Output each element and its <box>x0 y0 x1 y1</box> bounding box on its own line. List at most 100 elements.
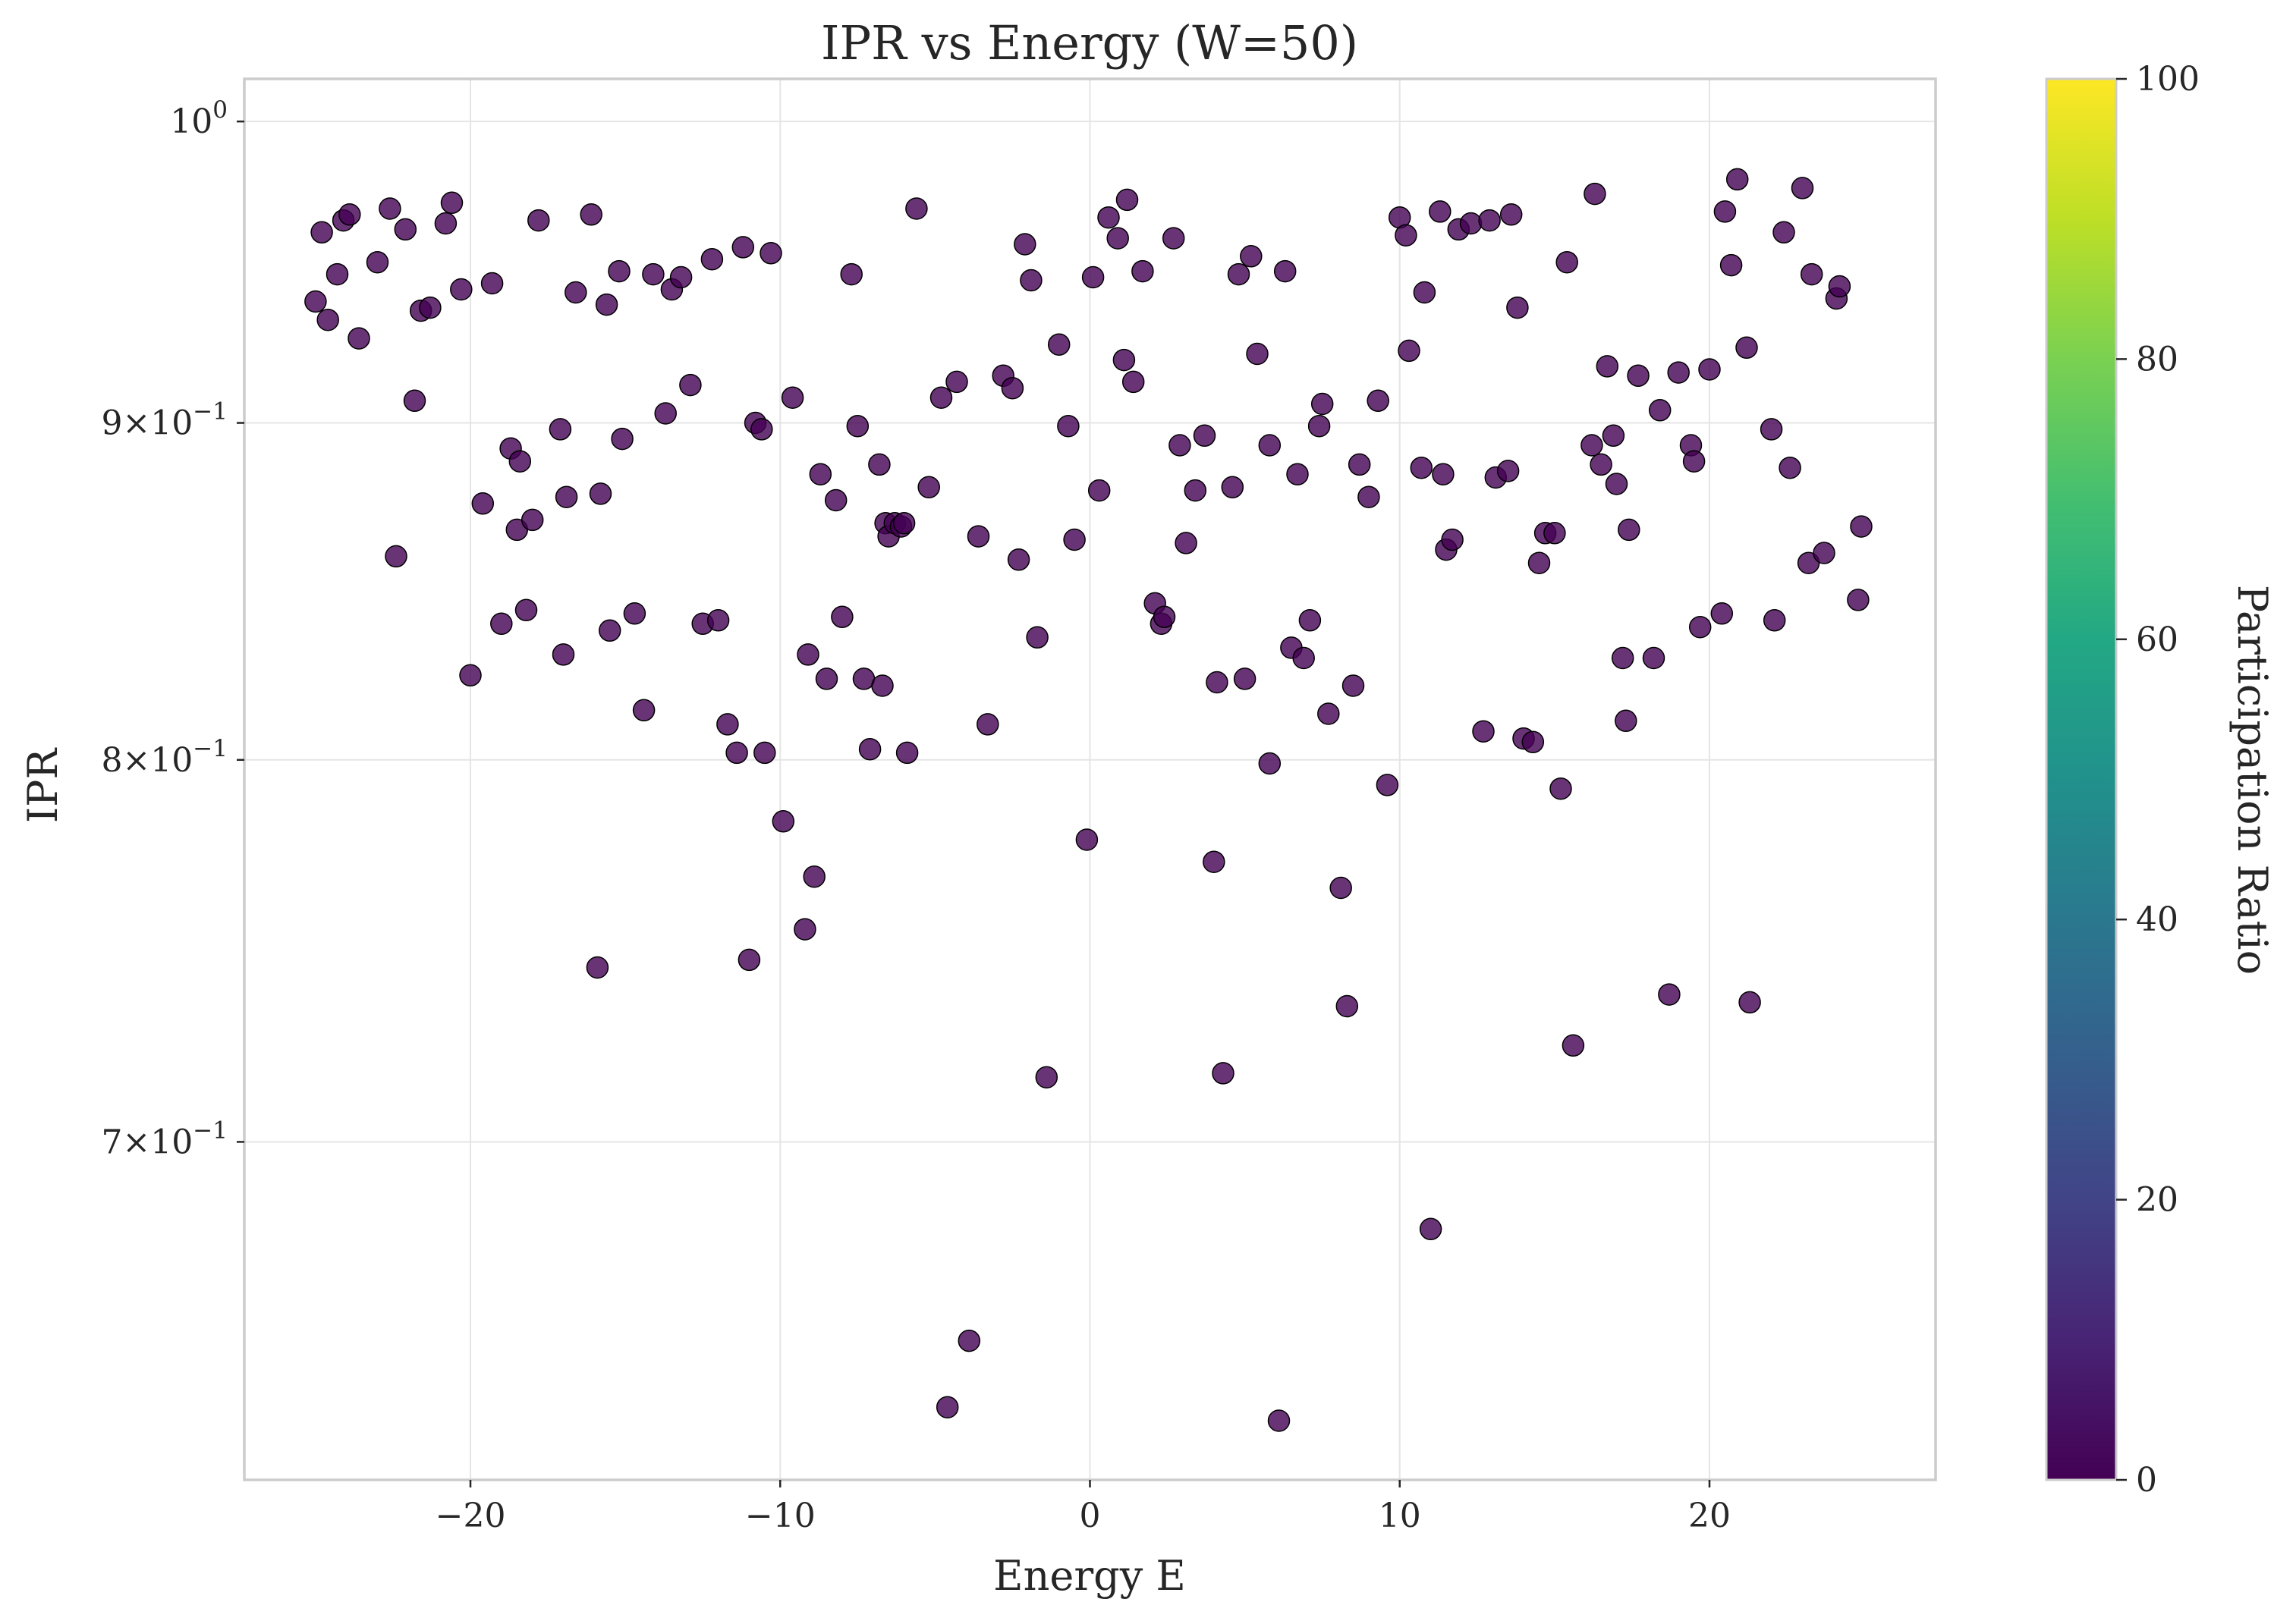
colorbar-tick-label: 40 <box>2136 900 2178 939</box>
scatter-point <box>1112 348 1136 372</box>
scatter-point <box>1698 358 1721 381</box>
scatter-point <box>379 197 401 220</box>
chart-title: IPR vs Energy (W=50) <box>821 15 1358 71</box>
scatter-point <box>654 402 677 425</box>
scatter-point <box>1329 876 1352 900</box>
scatter-point <box>1307 414 1331 438</box>
y-axis-label: IPR <box>19 747 67 823</box>
scatter-point <box>1357 485 1380 508</box>
scatter-point <box>316 308 339 331</box>
scatter-point <box>1121 370 1145 394</box>
scatter-point <box>679 373 702 397</box>
scatter-point <box>565 281 587 304</box>
scatter-point <box>1162 227 1185 250</box>
scatter-point <box>1543 522 1566 545</box>
scatter-point <box>1602 424 1625 448</box>
scatter-point <box>385 545 407 568</box>
scatter-point <box>1710 602 1734 625</box>
scatter-point <box>1688 615 1712 639</box>
scatter-point <box>632 699 656 722</box>
scatter-point <box>1227 262 1250 286</box>
y-tick-label: 100 <box>170 96 228 141</box>
scatter-point <box>840 262 863 286</box>
scatter-point <box>623 602 646 625</box>
scatter-point <box>1175 532 1197 554</box>
scatter-point <box>669 265 693 289</box>
grid <box>244 79 1936 1480</box>
colorbar-tick-label: 20 <box>2136 1181 2178 1220</box>
scatter-point <box>738 948 761 972</box>
scatter-point <box>1026 626 1049 649</box>
scatter-point <box>1432 463 1455 485</box>
scatter-point <box>1472 720 1495 743</box>
colorbar-ticks: 0 20 40 60 80 100 <box>2116 60 2200 1500</box>
scatter-point <box>611 427 634 451</box>
scatter-point <box>1527 551 1551 574</box>
scatter-point <box>1419 1217 1442 1241</box>
scatter-point <box>1212 1062 1234 1085</box>
scatter-point <box>700 247 724 271</box>
x-tick-label: −10 <box>745 1497 816 1535</box>
scatter-point <box>1627 364 1650 387</box>
scatter-point <box>1521 730 1545 754</box>
scatter-point <box>753 741 776 765</box>
scatter-point <box>1258 434 1282 457</box>
scatter-point <box>1286 463 1309 485</box>
scatter-point <box>1097 206 1120 229</box>
colorbar-tick-label: 60 <box>2136 620 2178 659</box>
scatter-point <box>1459 212 1483 235</box>
y-axis-ticks: 7×10−1 8×10−1 9×10−1 100 <box>101 96 244 1161</box>
y-tick-label: 7×10−1 <box>101 1117 228 1161</box>
scatter-point <box>608 259 631 283</box>
scatter-point <box>858 737 882 761</box>
scatter-point <box>1667 361 1690 384</box>
scatter-point <box>892 511 916 535</box>
scatter-point <box>1168 434 1191 457</box>
scatter-point <box>527 209 550 232</box>
x-tick-label: 0 <box>1080 1497 1101 1535</box>
scatter-point <box>366 250 389 274</box>
scatter-point <box>1713 200 1737 223</box>
scatter-point <box>549 418 572 441</box>
scatter-point <box>580 203 602 226</box>
scatter-point <box>1441 528 1464 551</box>
scatter-point <box>1376 774 1399 796</box>
scatter-point <box>1800 262 1823 286</box>
scatter-point <box>1292 646 1315 670</box>
scatter-point <box>1395 224 1417 247</box>
scatter-point <box>1341 674 1365 697</box>
scatter-point <box>731 236 755 259</box>
scatter-point <box>1562 1034 1585 1057</box>
scatter-point <box>1605 473 1628 495</box>
scatter-point <box>794 918 816 941</box>
scatter-point <box>958 1329 981 1352</box>
scatter-point <box>772 810 795 833</box>
scatter-point <box>1184 479 1207 502</box>
scatter-point <box>508 450 532 473</box>
scatter-point <box>750 418 773 441</box>
scatter-point <box>1206 671 1228 694</box>
scatter-point <box>589 482 612 505</box>
scatter-point <box>480 272 504 295</box>
scatter-point <box>1153 605 1176 629</box>
scatter-point <box>642 262 665 286</box>
scatter-point <box>967 525 990 548</box>
scatter-point <box>781 386 804 409</box>
scatter-point <box>419 296 442 319</box>
scatter-point <box>1014 233 1036 256</box>
scatter-point <box>471 492 495 515</box>
scatter-point <box>831 605 854 629</box>
scatter-point <box>929 386 953 409</box>
scatter-point <box>394 218 417 241</box>
x-axis-label: Energy E <box>993 1552 1186 1600</box>
scatter-point <box>1555 250 1578 274</box>
scatter-point <box>1398 339 1420 363</box>
scatter-point <box>1847 589 1870 611</box>
scatter-point <box>1240 245 1263 268</box>
y-tick-label: 8×10−1 <box>101 735 228 780</box>
scatter-point <box>514 598 538 622</box>
y-tick-label: 9×10−1 <box>101 398 228 443</box>
scatter-point <box>1001 376 1024 400</box>
colorbar-label: Participation Ratio <box>2228 585 2276 975</box>
